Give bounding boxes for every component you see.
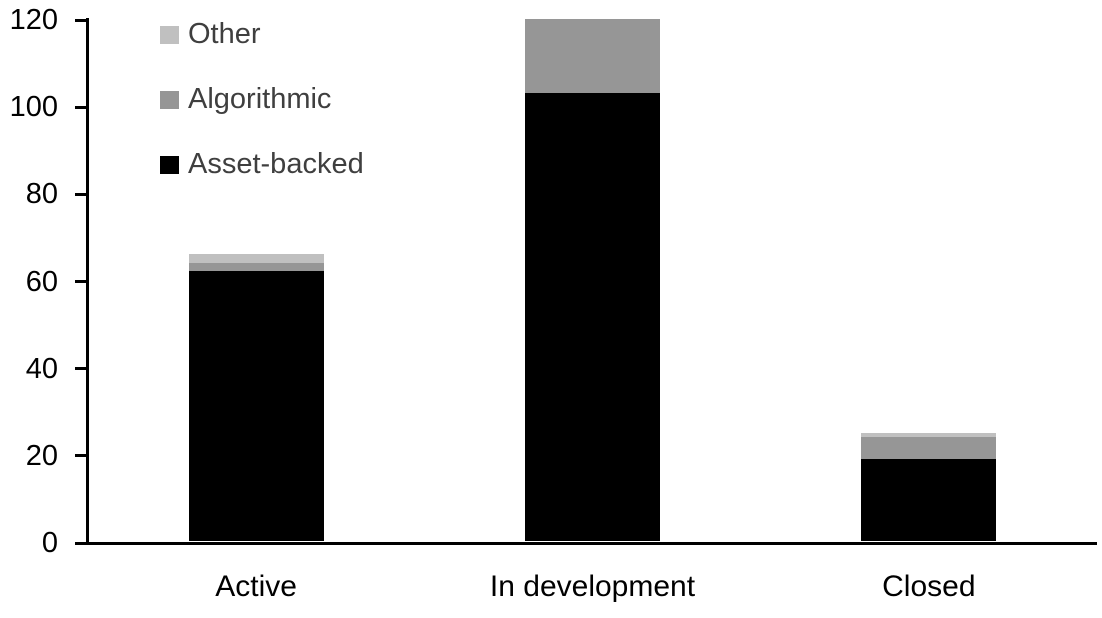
bar-segment-closed-other (861, 432, 997, 437)
y-axis-tick (75, 280, 88, 283)
bar-segment-active-asset-backed (188, 271, 324, 542)
legend-item-other: Other (160, 18, 261, 50)
y-axis-tick-label: 100 (9, 91, 58, 124)
bar-segment-active-other (188, 253, 324, 263)
bar-segment-active-algorithmic (188, 262, 324, 272)
legend-swatch-icon (160, 155, 179, 174)
x-axis-category-label: Active (215, 570, 297, 603)
y-axis-tick-label: 60 (25, 265, 58, 298)
y-axis-tick (75, 105, 88, 109)
bar-segment-closed-algorithmic (861, 436, 997, 459)
bar-segment-in-development-algorithmic (525, 18, 660, 93)
legend-label: Other (188, 18, 261, 50)
y-axis-tick (75, 192, 88, 196)
bar-segment-in-development-asset-backed (525, 92, 660, 542)
x-axis-category-label: Closed (882, 570, 976, 603)
bar-segment-closed-asset-backed (861, 458, 997, 542)
legend-label: Asset-backed (188, 148, 364, 180)
y-axis-tick-label: 40 (25, 352, 58, 385)
legend-label: Algorithmic (188, 83, 332, 115)
legend-item-asset-backed: Asset-backed (160, 148, 364, 180)
y-axis-tick (75, 367, 88, 371)
y-axis-tick-label: 120 (9, 4, 58, 36)
legend-swatch-icon (160, 25, 179, 44)
y-axis-tick-label: 0 (41, 527, 58, 559)
x-axis-category-label: In development (489, 570, 696, 603)
y-axis-tick (75, 18, 88, 22)
legend-swatch-icon (160, 90, 179, 109)
y-axis-tick-label: 80 (25, 178, 58, 211)
y-axis-tick (75, 454, 88, 458)
legend-item-algorithmic: Algorithmic (160, 83, 331, 115)
y-axis-tick-label: 20 (25, 439, 58, 472)
x-axis-line (75, 541, 1097, 545)
